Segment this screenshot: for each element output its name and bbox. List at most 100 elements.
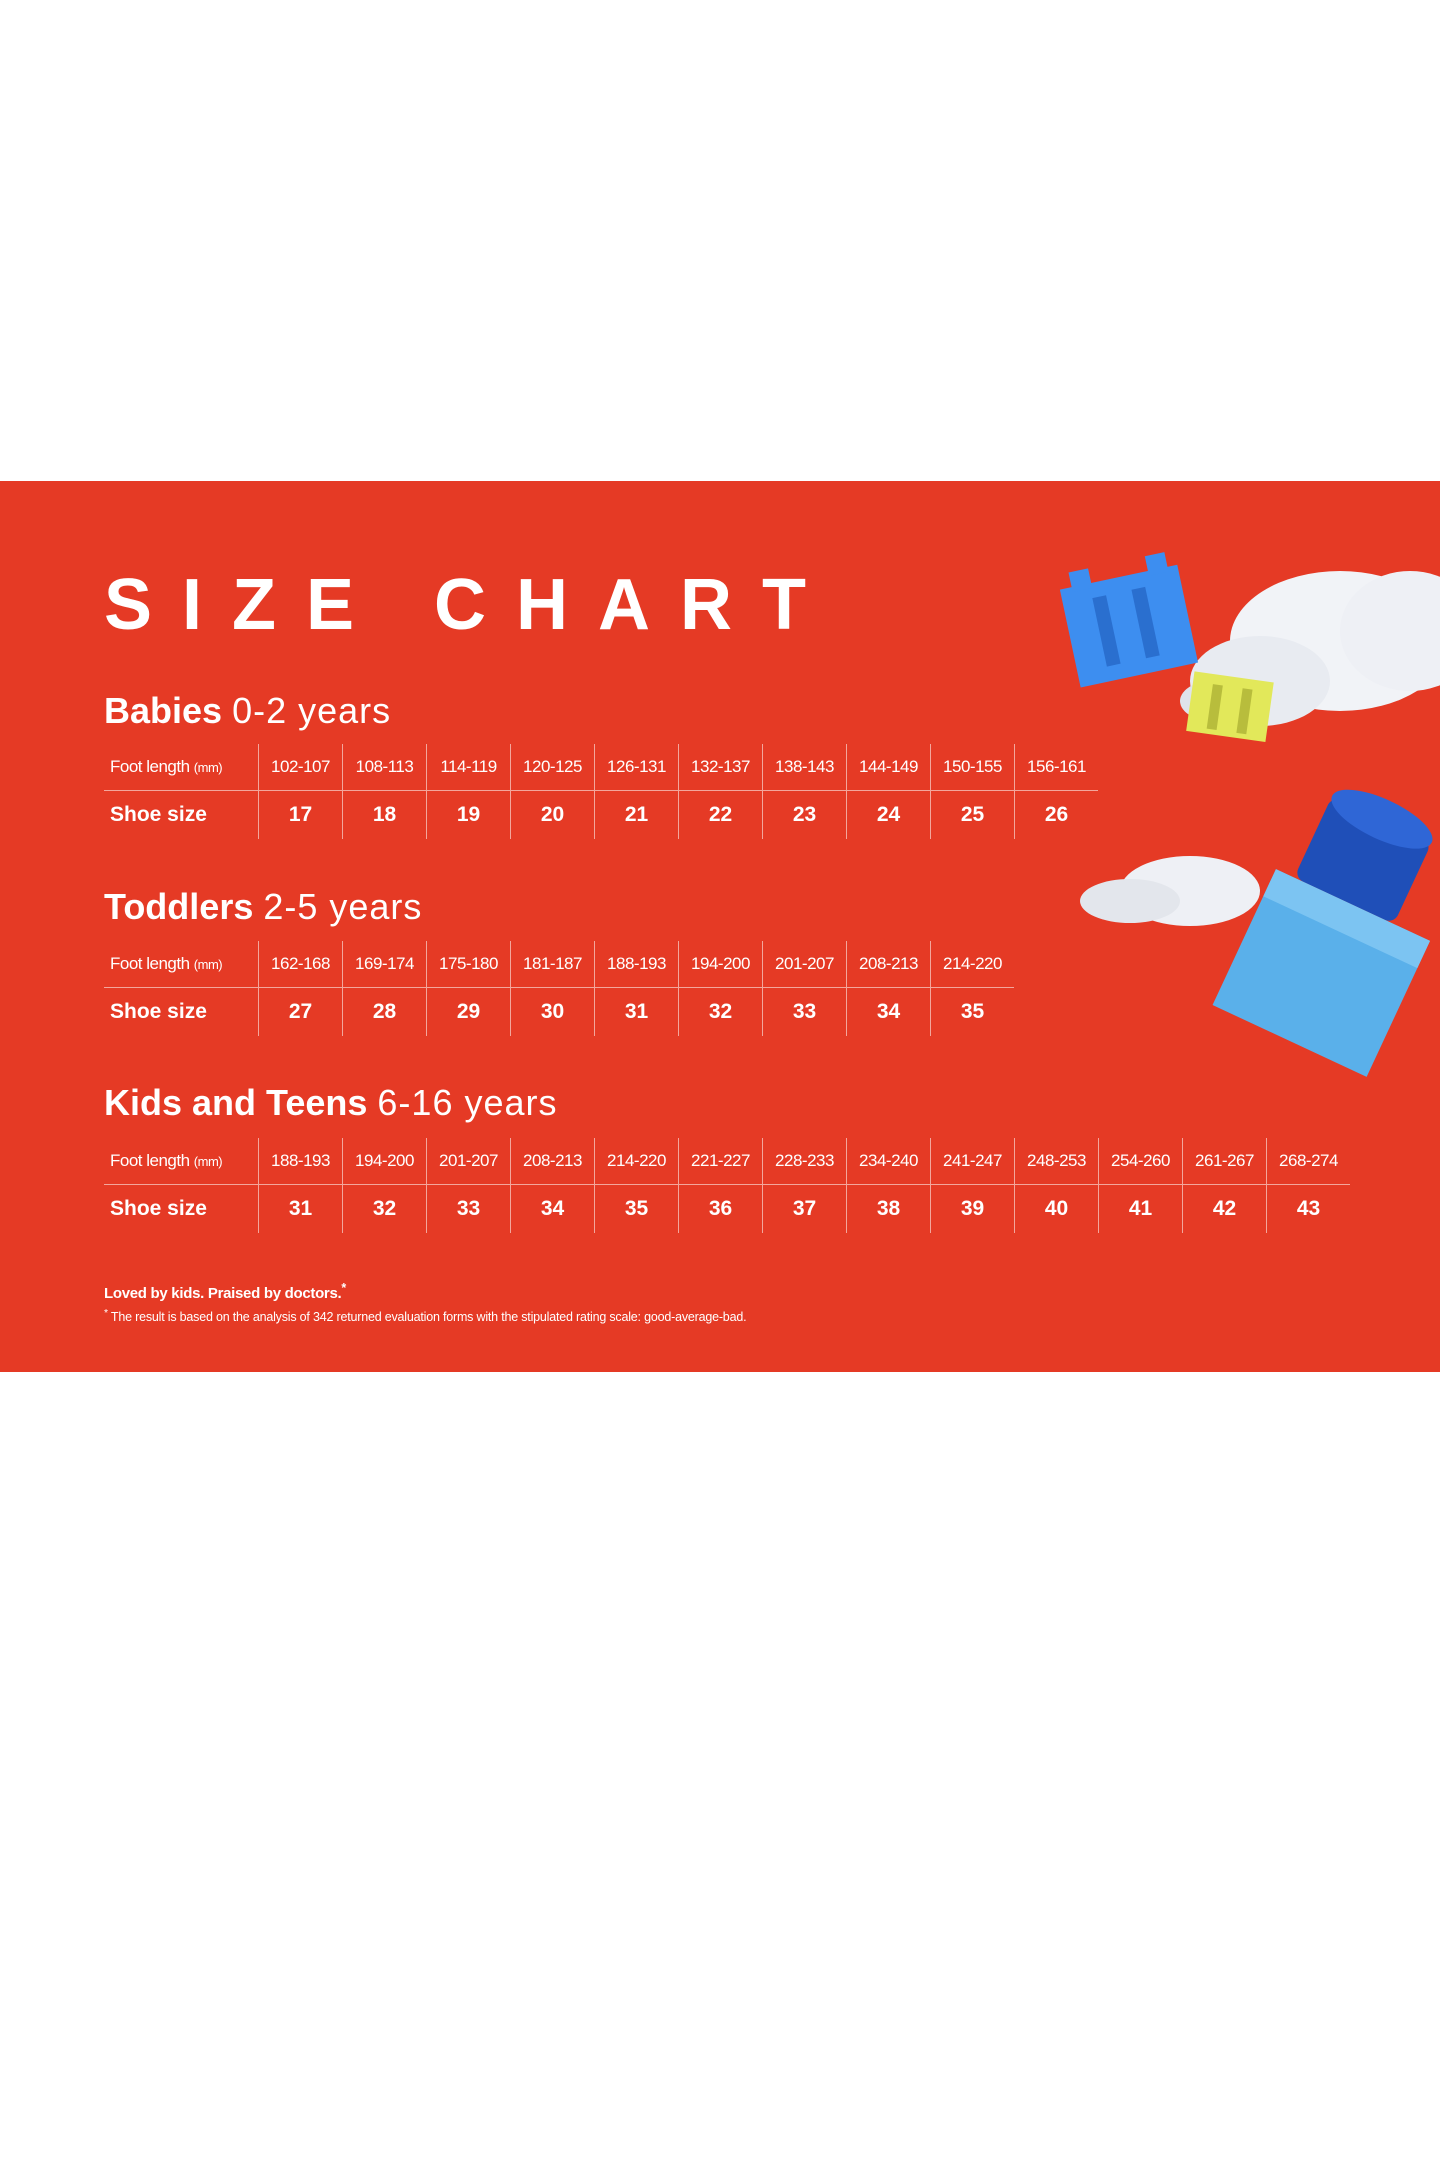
cloud-bottom-icon [1080,856,1260,926]
foot-length-cell: 108-113 [342,744,427,791]
section-name: Toddlers [104,886,254,927]
shoe-size-cell: 38 [846,1184,931,1233]
shoe-size-cell: 23 [762,790,847,839]
unit-text: (mm) [193,760,223,775]
foot-length-cell: 144-149 [846,744,931,791]
shoe-size-cell: 42 [1182,1184,1267,1233]
blue-cylinder-block-icon [1212,789,1433,1077]
section-heading-kids-teens: Kids and Teens 6-16 years [104,1085,558,1121]
row-label-foot-length: Foot length (mm) [104,941,259,988]
row-label-foot-length: Foot length (mm) [104,744,259,791]
shoe-size-cell: 21 [594,790,679,839]
section-age-range: 2-5 years [263,886,423,927]
shoe-size-cell: 32 [678,987,763,1036]
size-table-toddlers: Foot length (mm) 162-168 169-174 175-180 181… [104,941,1014,1036]
section-age-range: 0-2 years [232,690,392,731]
unit-text: (mm) [193,957,223,972]
shoe-size-cell: 43 [1266,1184,1350,1233]
foot-length-cell: 201-207 [762,941,847,988]
label-text: Foot length [110,1151,190,1170]
shoe-size-cell: 37 [762,1184,847,1233]
foot-length-cell: 169-174 [342,941,427,988]
shoe-size-cell: 36 [678,1184,763,1233]
shoe-size-row: Shoe size 17 18 19 20 21 22 23 24 25 26 [104,790,1098,839]
foot-length-cell: 254-260 [1098,1138,1183,1185]
label-text: Foot length [110,757,190,776]
shoe-size-cell: 19 [426,790,511,839]
foot-length-cell: 194-200 [678,941,763,988]
foot-length-cell: 201-207 [426,1138,511,1185]
size-table-babies: Foot length (mm) 102-107 108-113 114-119 120… [104,744,1098,839]
row-label-shoe-size: Shoe size [110,1000,207,1023]
section-name: Babies [104,690,223,731]
foot-length-cell: 150-155 [930,744,1015,791]
yellow-block-icon [1186,671,1274,742]
foot-length-cell: 188-193 [258,1138,343,1185]
shoe-size-cell: 33 [762,987,847,1036]
footer-note: * The result is based on the analysis of… [104,1308,747,1325]
size-chart-banner: SIZE CHART Babies 0-2 years Foot length … [0,481,1440,1372]
unit-text: (mm) [193,1154,223,1169]
shoe-size-cell: 22 [678,790,763,839]
note-text: The result is based on the analysis of 3… [110,1310,747,1325]
shoe-size-cell: 20 [510,790,595,839]
shoe-size-cell: 18 [342,790,427,839]
size-table-kids-teens: Foot length (mm) 188-193 194-200 201-207 208… [104,1138,1350,1233]
footnote-mark: * [104,1308,108,1319]
section-name: Kids and Teens [104,1082,368,1123]
row-label-shoe-size: Shoe size [110,803,207,826]
shoe-size-cell: 30 [510,987,595,1036]
section-heading-toddlers: Toddlers 2-5 years [104,889,422,925]
shoe-size-cell: 25 [930,790,1015,839]
foot-length-cell: 114-119 [426,744,511,791]
foot-length-cell: 132-137 [678,744,763,791]
foot-length-cell: 208-213 [846,941,931,988]
page-title: SIZE CHART [104,565,836,645]
shoe-size-cell: 41 [1098,1184,1183,1233]
shoe-size-cell: 28 [342,987,427,1036]
foot-length-cell: 102-107 [258,744,343,791]
shoe-size-cell: 40 [1014,1184,1099,1233]
footer-tagline: Loved by kids. Praised by doctors.* [104,1281,346,1302]
foot-length-cell: 162-168 [258,941,343,988]
shoe-size-cell: 35 [594,1184,679,1233]
shoe-size-cell: 27 [258,987,343,1036]
shoe-size-cell: 33 [426,1184,511,1233]
section-heading-babies: Babies 0-2 years [104,693,391,729]
row-label-shoe-size: Shoe size [110,1197,207,1220]
shoe-size-cell: 31 [258,1184,343,1233]
shoe-size-cell: 35 [930,987,1014,1036]
foot-length-cell: 194-200 [342,1138,427,1185]
decorative-blocks-and-clouds [1059,552,1440,1077]
foot-length-cell: 214-220 [594,1138,679,1185]
foot-length-cell: 156-161 [1014,744,1098,791]
shoe-size-cell: 34 [846,987,931,1036]
shoe-size-cell: 31 [594,987,679,1036]
foot-length-cell: 188-193 [594,941,679,988]
foot-length-cell: 268-274 [1266,1138,1350,1185]
foot-length-cell: 214-220 [930,941,1014,988]
shoe-size-cell: 26 [1014,790,1098,839]
footnote-mark: * [341,1281,346,1295]
foot-length-cell: 208-213 [510,1138,595,1185]
shoe-size-cell: 34 [510,1184,595,1233]
blue-block-icon [1059,552,1199,688]
shoe-size-cell: 24 [846,790,931,839]
foot-length-cell: 228-233 [762,1138,847,1185]
foot-length-cell: 175-180 [426,941,511,988]
shoe-size-row: Shoe size 27 28 29 30 31 32 33 34 35 [104,987,1014,1036]
shoe-size-cell: 39 [930,1184,1015,1233]
foot-length-row: Foot length (mm) 102-107 108-113 114-119 120… [104,744,1098,791]
shoe-size-cell: 29 [426,987,511,1036]
foot-length-cell: 120-125 [510,744,595,791]
section-age-range: 6-16 years [377,1082,558,1123]
label-text: Foot length [110,954,190,973]
row-label-foot-length: Foot length (mm) [104,1138,259,1185]
shoe-size-cell: 32 [342,1184,427,1233]
foot-length-cell: 248-253 [1014,1138,1099,1185]
foot-length-cell: 181-187 [510,941,595,988]
shoe-size-row: Shoe size 31 32 33 34 35 36 37 38 39 40 41 42 43 [104,1184,1350,1233]
tagline-text: Loved by kids. Praised by doctors. [104,1285,342,1302]
shoe-size-cell: 17 [258,790,343,839]
foot-length-cell: 261-267 [1182,1138,1267,1185]
